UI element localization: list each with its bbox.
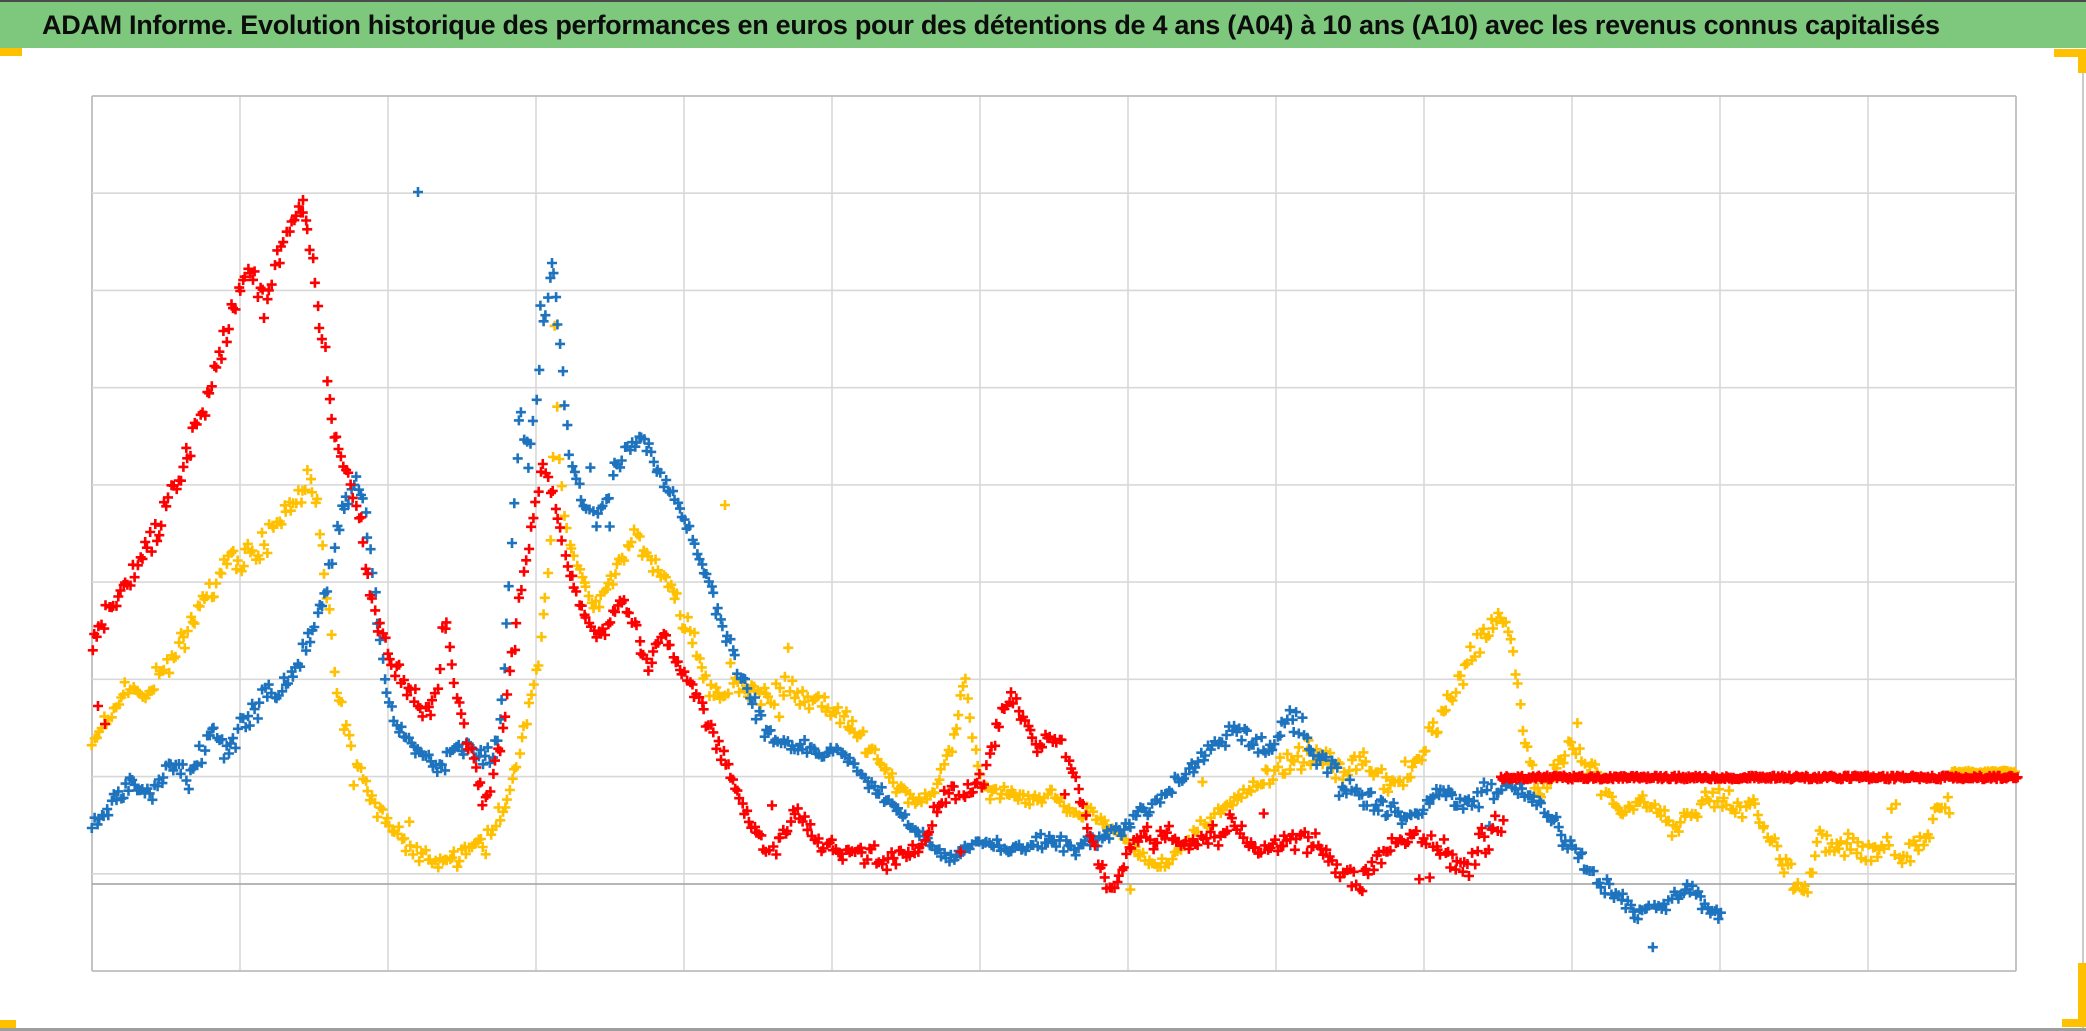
- series-blue-points: [86, 187, 1726, 953]
- chart-title: ADAM Informe. Evolution historique des p…: [42, 9, 1940, 40]
- selection-corner-top-left-mark: [0, 48, 22, 56]
- selection-corner-top-right-mark-vertical: [2078, 49, 2086, 73]
- chart-title-bar: ADAM Informe. Evolution historique des p…: [0, 0, 2086, 48]
- series-red-points: [87, 195, 2023, 897]
- selection-corner-bottom-right-mark: [2062, 1019, 2086, 1027]
- window-right-edge-line: [2082, 57, 2084, 1028]
- selection-corner-top-right-mark: [2054, 49, 2086, 57]
- selection-corner-bottom-left-mark: [0, 1020, 16, 1028]
- selection-corner-bottom-right-mark-vertical: [2078, 963, 2086, 1027]
- window-bottom-edge-line: [0, 1028, 2086, 1031]
